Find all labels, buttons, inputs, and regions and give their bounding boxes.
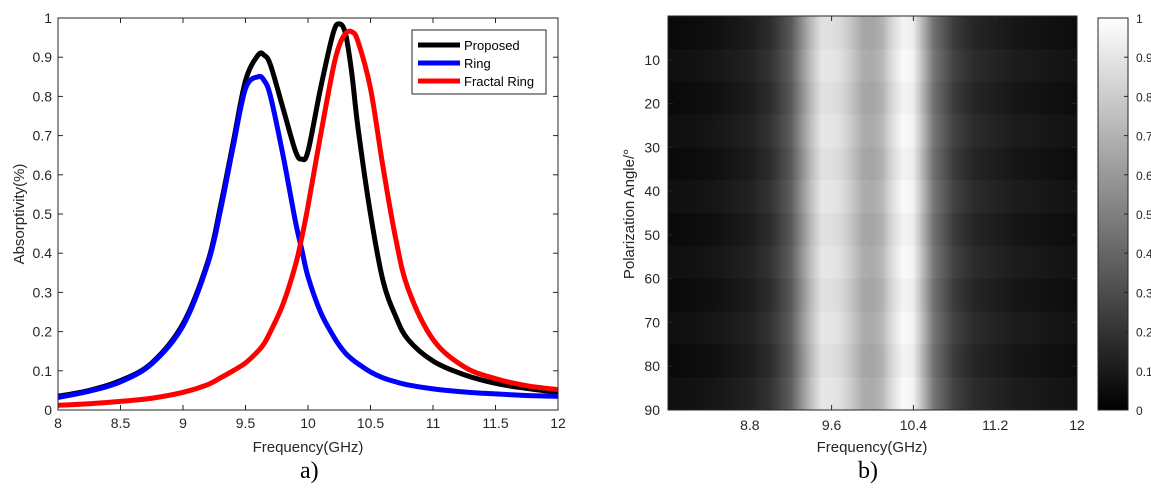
heatmap-row-variation — [668, 16, 1077, 410]
legend-entry-label: Ring — [464, 56, 491, 71]
colorbar-tick-label: 0 — [1136, 404, 1143, 418]
heatmap-row-band — [668, 213, 1077, 246]
heatmap-x-tick-label: 11.2 — [982, 417, 1008, 433]
heatmap-row-band — [668, 377, 1077, 410]
y-tick-label: 0.5 — [33, 206, 53, 222]
heatmap-x-tick-label: 9.6 — [822, 417, 842, 433]
heatmap-x-tick-label: 10.4 — [900, 417, 927, 433]
y-tick-label: 0.6 — [33, 167, 53, 183]
heatmap-row-band — [668, 115, 1077, 148]
heatmap-row-band — [668, 344, 1077, 377]
y-tick-label: 0.8 — [33, 88, 53, 104]
heatmap-row-band — [668, 180, 1077, 213]
heatmap-x-tick-label: 12 — [1069, 417, 1085, 433]
legend-entry-label: Proposed — [464, 38, 520, 53]
x-tick-label: 10 — [300, 415, 316, 431]
colorbar — [1097, 17, 1129, 411]
y-axis-label: Absorptivity(%) — [11, 164, 28, 265]
heatmap-y-tick-label: 40 — [644, 183, 660, 199]
x-tick-label: 8.5 — [111, 415, 131, 431]
colorbar-tick-group: 0 0.1 0.2 0.3 0.4 0.5 0.6 0.7 0.8 0.9 1 — [1124, 12, 1151, 418]
heatmap-row-band — [668, 82, 1077, 115]
colorbar-tick-label: 0.9 — [1136, 51, 1151, 65]
heatmap-tick-group: 8.8 9.6 10.4 11.2 12 10 20 30 40 50 60 70 80 90 — [644, 16, 1085, 433]
x-axis-label: Frequency(GHz) — [253, 439, 364, 456]
tick-group: 8 8.5 9 9.5 10 10.5 11 11.5 12 0 0.1 0.2 0.3 0.4 0.5 0.… — [33, 10, 566, 431]
series-line-ring — [57, 73, 559, 400]
colorbar-tick-label: 0.4 — [1136, 247, 1151, 261]
x-tick-label: 9 — [179, 415, 187, 431]
panel-a-label: a) — [300, 458, 319, 484]
y-tick-label: 1 — [44, 10, 52, 26]
y-tick-label: 0.1 — [33, 363, 53, 379]
heatmap-y-axis-label: Polarization Angle/° — [621, 149, 638, 279]
heatmap-y-tick-label: 10 — [644, 52, 660, 68]
colorbar-tick-label: 0.6 — [1136, 169, 1151, 183]
heatmap-x-axis-label: Frequency(GHz) — [817, 439, 928, 456]
y-tick-label: 0.4 — [33, 245, 53, 261]
heatmap-row-band — [668, 147, 1077, 180]
x-tick-label: 11.5 — [482, 415, 508, 431]
series-line-fractal-ring — [57, 28, 559, 408]
heatmap-row-band — [668, 16, 1077, 49]
y-tick-label: 0 — [44, 402, 52, 418]
heatmap-image — [668, 16, 1077, 410]
y-tick-label: 0.9 — [33, 49, 53, 65]
heatmap-y-tick-label: 80 — [644, 358, 660, 374]
colorbar-tick-label: 0.2 — [1136, 326, 1151, 340]
colorbar-tick-label: 0.8 — [1136, 90, 1151, 104]
colorbar-tick-label: 0.7 — [1136, 130, 1151, 144]
x-tick-label: 8 — [54, 415, 62, 431]
heatmap-x-tick-label: 8.8 — [740, 417, 760, 433]
colorbar-tick-label: 1 — [1136, 12, 1143, 26]
heatmap-axes-box — [667, 15, 1078, 411]
heatmap-y-tick-label: 30 — [644, 139, 660, 155]
line-series-group — [57, 21, 559, 408]
heatmap-y-tick-label: 20 — [644, 96, 660, 112]
x-tick-label: 12 — [550, 415, 566, 431]
x-tick-label: 9.5 — [236, 415, 256, 431]
y-tick-label: 0.3 — [33, 284, 53, 300]
colorbar-tick-label: 0.3 — [1136, 286, 1151, 300]
y-tick-label: 0.7 — [33, 128, 53, 144]
heatmap-y-tick-label: 50 — [644, 227, 660, 243]
line-chart-panel: 8 8.5 9 9.5 10 10.5 11 11.5 12 0 0.1 0.2 0.3 0.4 0.5 0.… — [11, 10, 566, 456]
y-tick-label: 0.2 — [33, 324, 53, 340]
legend-entry-label: Fractal Ring — [464, 74, 534, 89]
heatmap-row-band — [668, 246, 1077, 279]
heatmap-row-band — [668, 49, 1077, 82]
heatmap-row-band — [668, 312, 1077, 345]
legend: Proposed Ring Fractal Ring — [411, 29, 547, 95]
heatmap-y-tick-label: 60 — [644, 271, 660, 287]
colorbar-tick-label: 0.5 — [1136, 208, 1151, 222]
colorbar-tick-label: 0.1 — [1136, 365, 1151, 379]
heatmap-row-band — [668, 279, 1077, 312]
figure: 8 8.5 9 9.5 10 10.5 11 11.5 1200.10.20.30.40.50.… — [11, 10, 1151, 456]
x-tick-label: 10.5 — [357, 415, 384, 431]
x-tick-label: 11 — [426, 415, 441, 431]
panel-b-label: b) — [858, 458, 878, 484]
heatmap-y-tick-label: 70 — [644, 314, 660, 330]
heatmap-y-tick-label: 90 — [644, 402, 660, 418]
